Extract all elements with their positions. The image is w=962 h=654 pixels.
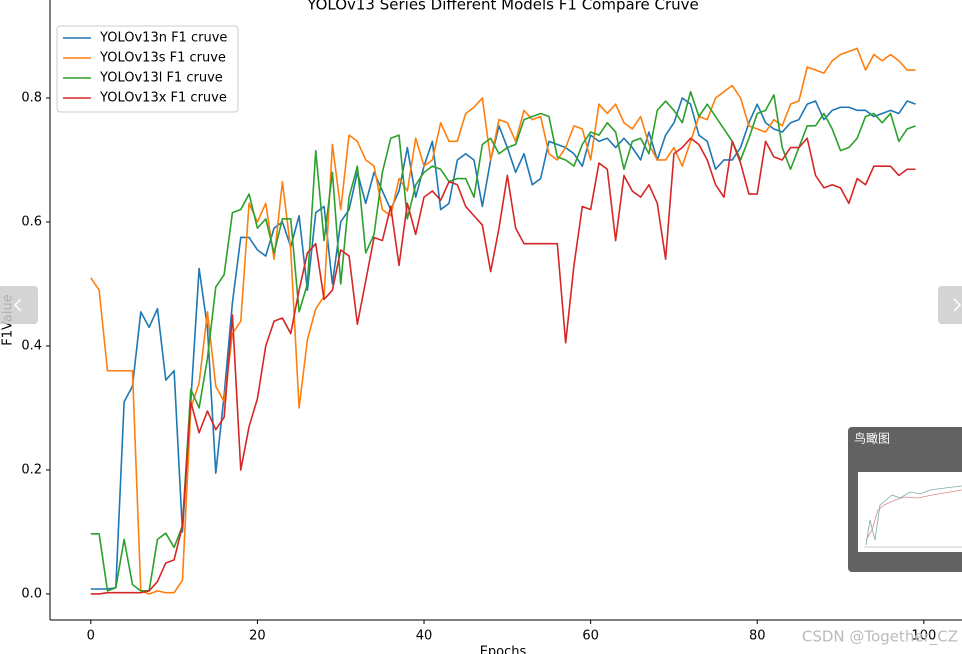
y-tick-label: 0.8 — [21, 90, 42, 105]
overview-sketch — [865, 485, 962, 546]
overview-thumbnail[interactable] — [858, 472, 962, 552]
next-button[interactable] — [938, 286, 962, 324]
legend-box — [56, 25, 239, 113]
legend-label: YOLOv13s F1 cruve — [99, 51, 226, 66]
legend-label: YOLOv13x F1 cruve — [99, 91, 227, 106]
y-tick-label: 0.2 — [21, 462, 42, 477]
series-line — [90, 90, 916, 592]
overview-panel[interactable]: 鸟瞰图 — [848, 427, 962, 572]
prev-arrow — [13, 298, 22, 312]
y-tick-label: 0.0 — [21, 586, 42, 601]
x-axis-label: Epochs — [480, 645, 527, 654]
x-tick-label: 60 — [582, 629, 599, 644]
series-line — [90, 97, 916, 590]
x-tick-label: 20 — [249, 629, 266, 644]
x-tick-label: 40 — [416, 629, 433, 644]
legend: YOLOv13n F1 cruve YOLOv13s F1 cruve YOLOv1… — [56, 25, 239, 113]
y-tick-label: 0.4 — [21, 338, 42, 353]
series-line — [90, 47, 916, 595]
prev-button-bg[interactable] — [0, 286, 38, 324]
next-button-bg[interactable] — [938, 286, 962, 324]
series-line — [90, 137, 916, 595]
chart-title: YOLOv13 Series Different Models F1 Compa… — [306, 0, 699, 14]
legend-label: YOLOv13n F1 cruve — [99, 31, 227, 46]
overview-sketch — [865, 489, 962, 541]
x-tick-label: 80 — [749, 629, 766, 644]
x-tick-label: 0 — [87, 629, 95, 644]
x-tick-label: 100 — [911, 629, 936, 644]
prev-button[interactable] — [0, 286, 38, 324]
watermark: CSDN @Together_CZ — [802, 628, 958, 647]
overview-title: 鸟瞰图 — [854, 431, 890, 446]
next-arrow — [953, 298, 962, 312]
plot-area — [90, 47, 916, 595]
legend-label: YOLOv13l F1 cruve — [99, 71, 223, 86]
y-tick-label: 0.6 — [21, 214, 42, 229]
axes: 0.0 0.2 0.4 0.6 0.8 0 20 40 60 80 100 — [21, 90, 936, 643]
